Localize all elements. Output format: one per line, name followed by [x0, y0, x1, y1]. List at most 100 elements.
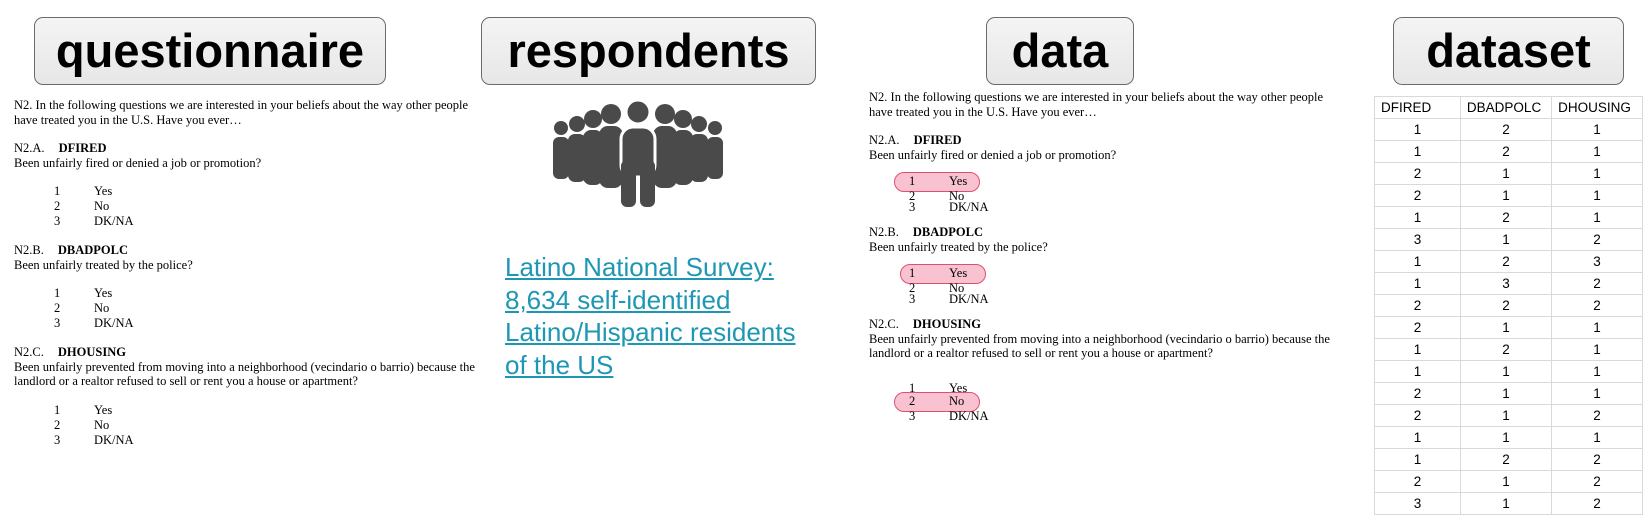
- table-cell: 1: [1374, 360, 1461, 383]
- question-item-dbadpolc: N2.B. DBADPOLC: [14, 243, 129, 257]
- table-cell: 2: [1374, 470, 1461, 493]
- data-options-dfired: 1 Yes 2 No 3 DK/NA: [894, 172, 1349, 215]
- table-cell: 1: [1459, 426, 1553, 449]
- table-cell: 2: [1374, 382, 1461, 405]
- table-cell: 1: [1459, 316, 1553, 339]
- table-cell: 2: [1459, 140, 1553, 163]
- table-cell: 1: [1459, 162, 1553, 185]
- crowd-icon: [553, 100, 723, 207]
- table-cell: 2: [1551, 272, 1643, 295]
- table-cell: 2: [1459, 250, 1553, 273]
- options-dfired: 1 Yes 2 No 3 DK/NA: [54, 184, 134, 228]
- table-cell: 2: [1551, 448, 1643, 471]
- table-cell: 1: [1374, 448, 1461, 471]
- options-dhousing: 1 Yes 2 No 3 DK/NA: [54, 402, 134, 447]
- answer-highlight-dhousing: [894, 391, 980, 412]
- table-cell: 2: [1459, 338, 1553, 361]
- table-cell: 1: [1459, 360, 1553, 383]
- table-cell: 1: [1374, 140, 1461, 163]
- table-cell: 2: [1374, 184, 1461, 207]
- dataset-header-row: DFIRED DBADPOLC DHOUSING: [1374, 96, 1643, 119]
- table-cell: 2: [1459, 118, 1553, 141]
- table-cell: 3: [1374, 228, 1461, 251]
- table-cell: 1: [1459, 228, 1553, 251]
- table-cell: 1: [1551, 382, 1643, 405]
- table-cell: 1: [1374, 206, 1461, 229]
- question-text-dbadpolc: Been unfairly treated by the police?: [14, 257, 193, 272]
- table-cell: 3: [1459, 272, 1553, 295]
- column-header: DBADPOLC: [1459, 96, 1553, 119]
- data-options-dbadpolc: 1 Yes 2 No 3 DK/NA: [900, 264, 1349, 307]
- header-respondents: respondents: [481, 17, 816, 85]
- table-cell: 1: [1551, 360, 1643, 383]
- table-cell: 1: [1551, 162, 1643, 185]
- question-intro: N2. In the following questions we are in…: [14, 98, 469, 127]
- table-cell: 1: [1459, 184, 1553, 207]
- table-cell: 1: [1551, 184, 1643, 207]
- table-cell: 1: [1551, 316, 1643, 339]
- answer-highlight-dfired: [894, 172, 980, 192]
- data-text-dfired: Been unfairly fired or denied a job or p…: [869, 147, 1117, 162]
- table-cell: 3: [1551, 250, 1643, 273]
- table-cell: 2: [1459, 294, 1553, 317]
- data-options-dhousing: 1 Yes 2 No 3 DK/NA: [894, 381, 1349, 424]
- header-dataset: dataset: [1393, 17, 1624, 85]
- table-cell: 1: [1551, 118, 1643, 141]
- question-text-dfired: Been unfairly fired or denied a job or p…: [14, 155, 262, 170]
- table-cell: 1: [1459, 404, 1553, 427]
- data-panel: N2. In the following questions we are in…: [869, 90, 1349, 424]
- header-data: data: [986, 17, 1134, 85]
- question-item-dhousing: N2.C. DHOUSING: [14, 345, 126, 359]
- table-cell: 2: [1459, 206, 1553, 229]
- question-text-dhousing: Been unfairly prevented from moving into…: [14, 359, 475, 389]
- table-cell: 1: [1551, 206, 1643, 229]
- column-header: DHOUSING: [1551, 96, 1643, 119]
- table-cell: 2: [1551, 404, 1643, 427]
- table-cell: 1: [1459, 470, 1553, 493]
- table-cell: 3: [1374, 492, 1461, 515]
- table-cell: 1: [1374, 272, 1461, 295]
- table-cell: 2: [1551, 228, 1643, 251]
- data-text-dbadpolc: Been unfairly treated by the police?: [869, 239, 1048, 254]
- table-cell: 1: [1551, 338, 1643, 361]
- table-cell: 1: [1459, 382, 1553, 405]
- table-cell: 2: [1551, 294, 1643, 317]
- table-cell: 1: [1374, 338, 1461, 361]
- options-dbadpolc: 1 Yes 2 No 3 DK/NA: [54, 286, 134, 330]
- table-cell: 2: [1551, 470, 1643, 493]
- table-cell: 2: [1374, 404, 1461, 427]
- table-cell: 2: [1551, 492, 1643, 515]
- table-cell: 2: [1374, 162, 1461, 185]
- data-item-dbadpolc: N2.B. DBADPOLC: [869, 225, 984, 239]
- table-cell: 2: [1374, 294, 1461, 317]
- table-cell: 1: [1459, 492, 1553, 515]
- table-cell: 1: [1374, 426, 1461, 449]
- table-cell: 1: [1551, 426, 1643, 449]
- survey-link[interactable]: Latino National Survey: 8,634 self-ident…: [505, 252, 796, 380]
- table-cell: 2: [1374, 316, 1461, 339]
- answer-highlight-dbadpolc: [900, 264, 986, 284]
- table-cell: 1: [1374, 250, 1461, 273]
- column-header: DFIRED: [1374, 96, 1461, 119]
- data-item-dfired: N2.A. DFIRED: [869, 133, 962, 147]
- table-cell: 2: [1459, 448, 1553, 471]
- data-item-dhousing: N2.C. DHOUSING: [869, 317, 981, 331]
- table-cell: 1: [1374, 118, 1461, 141]
